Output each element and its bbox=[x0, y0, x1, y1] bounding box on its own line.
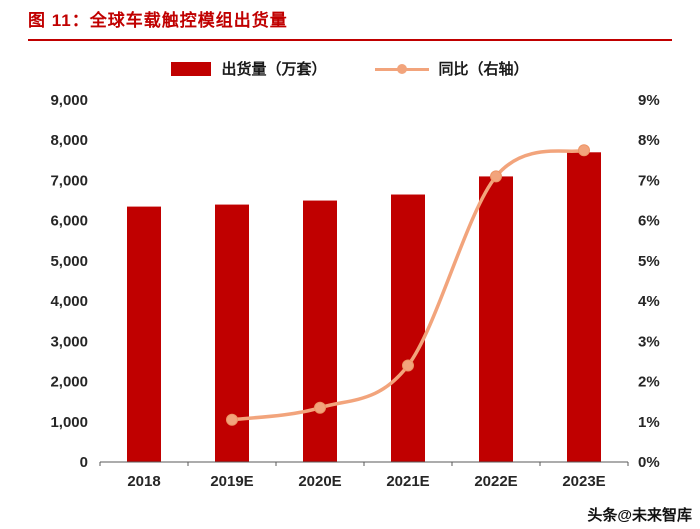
left-axis-tick: 0 bbox=[80, 454, 88, 471]
line-marker-icon bbox=[396, 63, 407, 74]
legend-item-shipments: 出货量（万套） bbox=[171, 58, 327, 79]
bar-2018 bbox=[127, 206, 161, 462]
bar-series-swatch bbox=[171, 61, 212, 76]
x-axis-label-2022E: 2022E bbox=[474, 473, 517, 490]
yoy-marker bbox=[226, 413, 238, 426]
yoy-marker bbox=[490, 170, 502, 183]
yoy-line bbox=[230, 148, 586, 422]
left-axis-tick: 4,000 bbox=[50, 293, 88, 310]
left-axis-tick: 3,000 bbox=[50, 333, 88, 350]
right-axis-tick: 1% bbox=[638, 414, 660, 431]
left-axis-tick: 7,000 bbox=[50, 172, 88, 189]
chart-header: 图 11：全球车载触控模组出货量 bbox=[28, 10, 672, 41]
bar-2020E bbox=[303, 200, 337, 463]
legend-item-yoy: 同比（右轴） bbox=[374, 58, 529, 79]
figure-label: 图 11： bbox=[28, 11, 90, 30]
title-underline bbox=[28, 39, 672, 41]
left-axis-tick: 1,000 bbox=[50, 414, 88, 431]
chart-title: 图 11：全球车载触控模组出货量 bbox=[28, 10, 672, 32]
bar-2022E bbox=[479, 176, 513, 462]
right-axis-tick: 8% bbox=[638, 132, 660, 149]
right-axis-tick: 2% bbox=[638, 374, 660, 391]
right-axis-tick: 9% bbox=[638, 92, 660, 109]
right-axis-tick: 3% bbox=[638, 333, 660, 350]
left-axis-tick: 5,000 bbox=[50, 253, 88, 270]
legend-label-yoy: 同比（右轴） bbox=[438, 61, 529, 78]
bar-2023E bbox=[567, 152, 601, 463]
x-axis-label-2021E: 2021E bbox=[386, 473, 429, 490]
yoy-marker bbox=[578, 144, 590, 157]
legend-label-shipments: 出货量（万套） bbox=[221, 61, 327, 78]
x-axis-label-2020E: 2020E bbox=[298, 473, 341, 490]
right-axis-tick: 4% bbox=[638, 293, 660, 310]
x-axis-label-2018: 2018 bbox=[127, 473, 160, 490]
left-axis-tick: 9,000 bbox=[50, 92, 88, 109]
line-series-swatch bbox=[374, 62, 429, 76]
left-axis-tick: 6,000 bbox=[50, 213, 88, 230]
right-axis-tick: 7% bbox=[638, 172, 660, 189]
yoy-marker bbox=[314, 401, 326, 414]
chart-title-text: 全球车载触控模组出货量 bbox=[89, 11, 288, 30]
left-axis-tick: 2,000 bbox=[50, 374, 88, 391]
right-axis-tick: 6% bbox=[638, 213, 660, 230]
right-axis-tick: 0% bbox=[638, 454, 660, 471]
x-axis-label-2023E: 2023E bbox=[562, 473, 605, 490]
yoy-marker bbox=[402, 359, 414, 372]
right-axis-tick: 5% bbox=[638, 253, 660, 270]
left-axis-tick: 8,000 bbox=[50, 132, 88, 149]
bar-2021E bbox=[391, 194, 425, 462]
watermark: 头条@未来智库 bbox=[587, 507, 692, 524]
x-axis-label-2019E: 2019E bbox=[210, 473, 253, 490]
legend: 出货量（万套） 同比（右轴） bbox=[0, 58, 700, 79]
